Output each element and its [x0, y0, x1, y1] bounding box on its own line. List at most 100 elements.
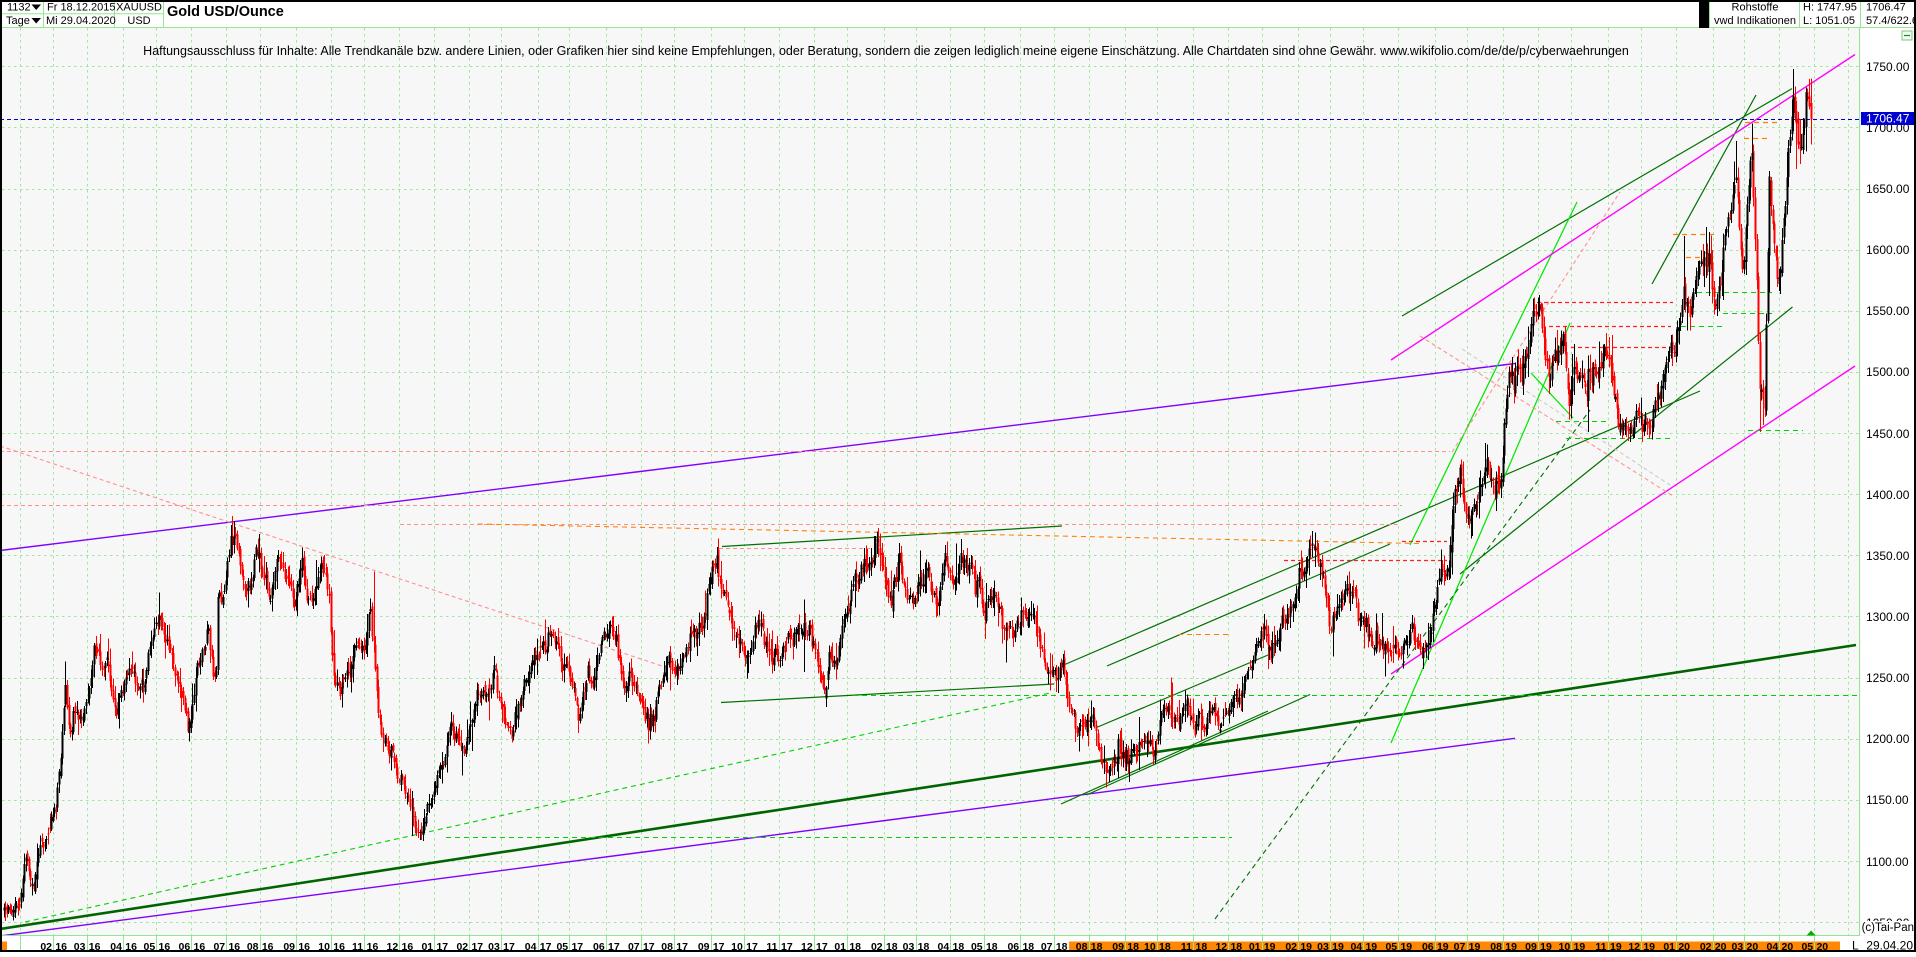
svg-text:1132: 1132: [7, 2, 31, 14]
svg-text:12: 12: [1628, 941, 1640, 952]
svg-text:1600.00: 1600.00: [1866, 243, 1910, 257]
svg-text:1300.00: 1300.00: [1866, 610, 1910, 624]
svg-text:18: 18: [1091, 941, 1103, 952]
svg-text:02: 02: [40, 941, 52, 952]
svg-text:20: 20: [1747, 941, 1759, 952]
svg-text:H: 1747.95: H: 1747.95: [1803, 2, 1857, 14]
svg-text:17: 17: [816, 941, 828, 952]
svg-text:18: 18: [918, 941, 930, 952]
svg-text:19: 19: [1365, 941, 1377, 952]
svg-text:07: 07: [628, 941, 640, 952]
svg-text:1706.47: 1706.47: [1866, 112, 1910, 126]
svg-text:12: 12: [801, 941, 813, 952]
svg-text:16: 16: [228, 941, 240, 952]
svg-text:1450.00: 1450.00: [1866, 427, 1910, 441]
svg-text:1250.00: 1250.00: [1866, 671, 1910, 685]
svg-text:10: 10: [1559, 941, 1571, 952]
svg-text:1050.00: 1050.00: [1866, 916, 1910, 930]
svg-text:03: 03: [488, 941, 500, 952]
svg-text:01: 01: [834, 941, 846, 952]
svg-text:18: 18: [1022, 941, 1034, 952]
svg-text:1750.00: 1750.00: [1866, 60, 1910, 74]
svg-text:07: 07: [213, 941, 225, 952]
svg-text:17: 17: [503, 941, 515, 952]
svg-text:17: 17: [540, 941, 552, 952]
svg-text:1550.00: 1550.00: [1866, 304, 1910, 318]
svg-text:16: 16: [333, 941, 345, 952]
svg-text:19: 19: [1400, 941, 1412, 952]
svg-text:07: 07: [1041, 941, 1053, 952]
svg-text:01: 01: [421, 941, 433, 952]
svg-text:02: 02: [871, 941, 883, 952]
svg-text:20: 20: [1782, 941, 1794, 952]
svg-text:16: 16: [367, 941, 379, 952]
svg-text:09: 09: [698, 941, 710, 952]
svg-text:1400.00: 1400.00: [1866, 488, 1910, 502]
svg-text:18: 18: [886, 941, 898, 952]
svg-text:1150.00: 1150.00: [1866, 793, 1909, 807]
svg-text:04: 04: [1350, 941, 1362, 952]
svg-text:03: 03: [1732, 941, 1744, 952]
svg-text:1200.00: 1200.00: [1866, 732, 1910, 746]
svg-text:03: 03: [1317, 941, 1329, 952]
svg-text:16: 16: [125, 941, 137, 952]
svg-text:29.04.20: 29.04.20: [1866, 939, 1913, 953]
svg-text:1500.00: 1500.00: [1866, 365, 1910, 379]
svg-text:17: 17: [571, 941, 583, 952]
svg-text:1706.47: 1706.47: [1866, 2, 1906, 14]
svg-text:vwd Indikationen: vwd Indikationen: [1714, 15, 1796, 27]
svg-text:04: 04: [1767, 941, 1779, 952]
svg-text:16: 16: [402, 941, 414, 952]
svg-text:1650.00: 1650.00: [1866, 182, 1910, 196]
svg-text:19: 19: [1610, 941, 1622, 952]
svg-text:06: 06: [1422, 941, 1434, 952]
svg-text:(c)Tai-Pan: (c)Tai-Pan: [1862, 922, 1914, 934]
svg-text:17: 17: [471, 941, 483, 952]
svg-text:17: 17: [713, 941, 725, 952]
svg-text:16: 16: [194, 941, 206, 952]
svg-text:Mi 29.04.2020: Mi 29.04.2020: [46, 15, 116, 27]
svg-text:19: 19: [1264, 941, 1276, 952]
svg-text:57.4/622.6: 57.4/622.6: [1866, 15, 1916, 27]
svg-text:04: 04: [938, 941, 950, 952]
svg-text:Rohstoffe: Rohstoffe: [1732, 2, 1779, 14]
svg-text:02: 02: [1700, 941, 1712, 952]
svg-text:10: 10: [1144, 941, 1156, 952]
svg-text:03: 03: [903, 941, 915, 952]
svg-text:06: 06: [1007, 941, 1019, 952]
svg-text:11: 11: [1595, 941, 1606, 952]
svg-text:18: 18: [1196, 941, 1208, 952]
svg-text:16: 16: [298, 941, 310, 952]
svg-text:05: 05: [144, 941, 156, 952]
svg-text:18: 18: [849, 941, 861, 952]
svg-text:16: 16: [159, 941, 171, 952]
svg-text:19: 19: [1643, 941, 1655, 952]
svg-text:03: 03: [74, 941, 86, 952]
svg-text:18: 18: [1159, 941, 1171, 952]
svg-text:04: 04: [525, 941, 537, 952]
svg-text:05: 05: [1801, 941, 1813, 952]
svg-text:19: 19: [1300, 941, 1312, 952]
svg-text:09: 09: [1525, 941, 1537, 952]
svg-text:08: 08: [1076, 941, 1088, 952]
svg-text:06: 06: [179, 941, 191, 952]
svg-text:17: 17: [781, 941, 793, 952]
svg-text:Tage: Tage: [6, 15, 30, 27]
svg-text:17: 17: [643, 941, 655, 952]
svg-text:05: 05: [1385, 941, 1397, 952]
svg-text:02: 02: [456, 941, 468, 952]
svg-text:18: 18: [986, 941, 998, 952]
svg-text:17: 17: [746, 941, 758, 952]
svg-text:11: 11: [352, 941, 363, 952]
svg-text:12: 12: [1215, 941, 1227, 952]
svg-text:11: 11: [766, 941, 777, 952]
svg-text:19: 19: [1437, 941, 1449, 952]
svg-text:XAUUSD: XAUUSD: [116, 2, 162, 14]
svg-text:19: 19: [1505, 941, 1517, 952]
svg-text:USD: USD: [127, 15, 150, 27]
svg-text:18: 18: [953, 941, 965, 952]
svg-text:08: 08: [661, 941, 673, 952]
svg-text:16: 16: [262, 941, 274, 952]
svg-text:18: 18: [1127, 941, 1139, 952]
svg-text:20: 20: [1678, 941, 1690, 952]
